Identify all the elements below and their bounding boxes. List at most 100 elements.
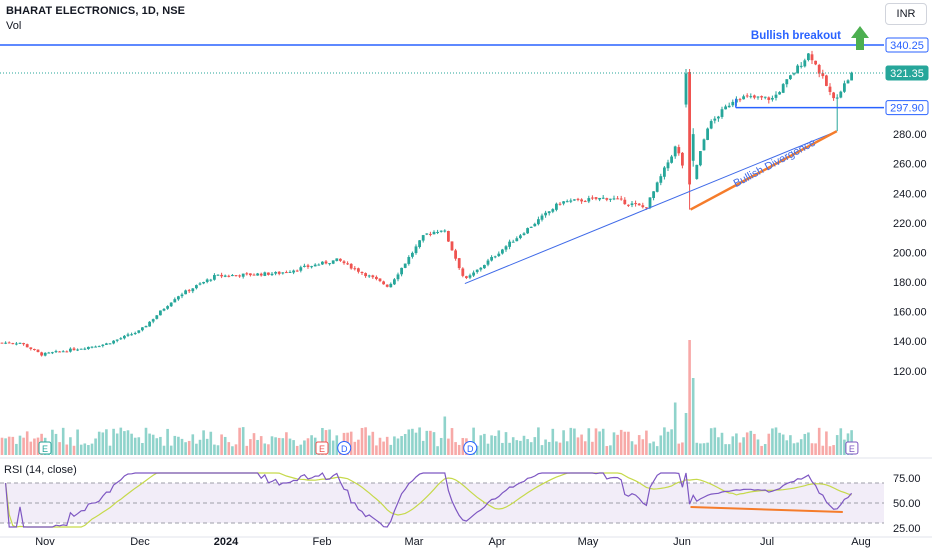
candle-body (634, 203, 637, 205)
candle-body (256, 273, 259, 276)
candle-body (609, 198, 612, 200)
volume-bar (573, 428, 576, 455)
candle-body (616, 198, 619, 200)
volume-bar (76, 429, 79, 455)
candle-body (839, 91, 843, 98)
candle-body (155, 315, 159, 319)
volume-bar (821, 445, 825, 455)
volume-bar (565, 441, 569, 455)
volume-bar (792, 443, 796, 455)
candle-body (468, 275, 472, 278)
candle-body (817, 64, 821, 74)
volume-bar (238, 427, 241, 455)
candle-body (558, 203, 562, 205)
volume-bar (497, 430, 501, 455)
candle-body (475, 269, 479, 273)
currency-selector[interactable]: INR (885, 3, 927, 25)
candle-body (328, 263, 331, 265)
candle-body (43, 352, 47, 356)
volume-bar (547, 441, 551, 455)
volume-bar (115, 433, 119, 455)
candle-body (501, 249, 504, 254)
level-297-tag-box (885, 100, 929, 116)
candle-body (335, 258, 339, 261)
volume-bar (353, 441, 357, 455)
level-340-tag-box (885, 37, 929, 53)
volume-bar (277, 437, 281, 455)
candle-body (407, 257, 411, 264)
volume-bar (252, 433, 256, 455)
candle-body (346, 263, 349, 265)
candle-body (342, 261, 346, 264)
candle-body (587, 198, 591, 202)
volume-bar (511, 437, 515, 455)
candle-body (72, 348, 76, 351)
volume-bar (267, 444, 270, 455)
candle-body (364, 273, 367, 277)
candle-body (25, 344, 29, 348)
time-tick-label: 2024 (214, 536, 239, 548)
earnings-marker (845, 441, 859, 455)
rsi-tick-label: 50.00 (893, 498, 921, 510)
candle-body (695, 164, 699, 179)
candle-body (605, 198, 609, 200)
candle-body (108, 343, 112, 345)
rsi-tick-label: 25.00 (893, 523, 921, 535)
candle-body (263, 272, 267, 276)
candle-body (483, 264, 486, 269)
volume-bar (130, 433, 133, 455)
volume-bar (432, 432, 436, 455)
volume-bar (223, 436, 227, 455)
candle-body (360, 272, 364, 274)
rsi-line (5, 472, 853, 528)
volume-bar (411, 428, 414, 455)
candle-body (389, 283, 393, 288)
candle-body (663, 167, 666, 177)
candle-body (173, 299, 177, 303)
volume-bars (0, 340, 853, 455)
candle-body (843, 83, 846, 92)
volume-bar (83, 443, 87, 455)
divergence-trendline (464, 130, 837, 285)
volume-bar (522, 435, 526, 455)
volume-bar (18, 435, 22, 455)
candle-body (515, 238, 519, 242)
volume-bar (61, 427, 65, 455)
volume-bar (263, 443, 267, 455)
candle-body (486, 260, 490, 265)
volume-bar (249, 439, 252, 455)
volume-bar (357, 439, 360, 455)
volume-bar (393, 436, 396, 455)
volume-bar (382, 441, 385, 455)
volume-bar (436, 446, 439, 455)
volume-bar (97, 431, 101, 455)
candle-body (537, 219, 540, 225)
candle-body (267, 272, 270, 275)
volume-bar (691, 378, 695, 455)
volume-bar (418, 427, 421, 455)
volume-bar (133, 437, 137, 455)
volume-bar (785, 440, 789, 455)
candle-body (241, 273, 245, 277)
candle-body (249, 273, 252, 276)
candle-body (594, 197, 598, 199)
price-tick-label: 180.00 (893, 277, 927, 289)
candle-body (213, 275, 216, 280)
candle-body (313, 264, 317, 267)
candle-body (457, 258, 461, 269)
volume-bar (385, 436, 389, 455)
candle-body (216, 274, 220, 276)
candle-body (317, 264, 321, 266)
volume-bar (231, 446, 234, 455)
volume-bar (515, 440, 519, 455)
candle-body (432, 231, 436, 235)
candle-body (180, 294, 184, 297)
volume-bar (148, 433, 151, 455)
volume-bar (544, 439, 547, 455)
volume-bar (695, 442, 699, 455)
volume-bar (580, 434, 583, 455)
candle-body (781, 84, 785, 93)
volume-bar (670, 429, 673, 455)
candle-body (252, 274, 256, 276)
